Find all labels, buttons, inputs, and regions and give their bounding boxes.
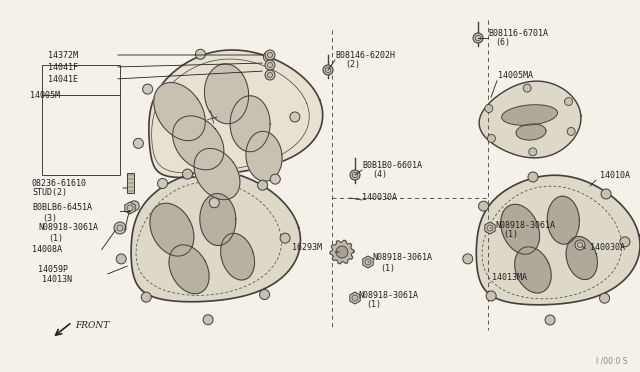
- Text: B0B1B0-6601A: B0B1B0-6601A: [362, 160, 422, 170]
- Circle shape: [257, 180, 268, 190]
- Circle shape: [620, 237, 630, 247]
- Polygon shape: [149, 50, 323, 177]
- Text: (1): (1): [503, 231, 518, 240]
- Text: 140030A: 140030A: [590, 244, 625, 253]
- Circle shape: [114, 222, 126, 234]
- Circle shape: [529, 148, 537, 156]
- Circle shape: [265, 50, 275, 60]
- Circle shape: [486, 291, 496, 301]
- Circle shape: [567, 128, 575, 135]
- Circle shape: [350, 170, 360, 180]
- Circle shape: [133, 138, 143, 148]
- Text: B0BLB6-6451A: B0BLB6-6451A: [32, 203, 92, 212]
- Circle shape: [203, 315, 213, 325]
- Text: I /00:0 S: I /00:0 S: [596, 356, 628, 365]
- Text: 14005MA: 14005MA: [498, 71, 533, 80]
- Circle shape: [564, 97, 573, 106]
- Polygon shape: [169, 245, 209, 294]
- Circle shape: [601, 189, 611, 199]
- Circle shape: [265, 70, 275, 80]
- Polygon shape: [200, 193, 236, 246]
- Polygon shape: [125, 202, 135, 214]
- Polygon shape: [502, 105, 557, 125]
- Polygon shape: [547, 196, 579, 244]
- Polygon shape: [479, 81, 581, 158]
- Text: (4): (4): [372, 170, 387, 180]
- Polygon shape: [194, 148, 240, 200]
- Polygon shape: [230, 96, 270, 152]
- Circle shape: [157, 179, 168, 189]
- Polygon shape: [350, 292, 360, 304]
- Circle shape: [323, 65, 333, 75]
- Text: (1): (1): [48, 234, 63, 243]
- Polygon shape: [173, 116, 224, 170]
- Polygon shape: [566, 237, 597, 279]
- Circle shape: [463, 254, 473, 264]
- Polygon shape: [205, 64, 248, 124]
- Circle shape: [195, 49, 205, 59]
- Bar: [127, 173, 134, 193]
- Text: 14005M: 14005M: [30, 90, 60, 99]
- Text: (1): (1): [380, 263, 395, 273]
- Circle shape: [182, 169, 193, 179]
- Polygon shape: [485, 222, 495, 234]
- Polygon shape: [476, 175, 640, 305]
- Text: B08116-6701A: B08116-6701A: [488, 29, 548, 38]
- Text: 14010A: 14010A: [600, 170, 630, 180]
- Circle shape: [545, 315, 555, 325]
- Text: 16293M: 16293M: [292, 244, 322, 253]
- Circle shape: [209, 198, 220, 208]
- Circle shape: [260, 289, 269, 299]
- Polygon shape: [154, 83, 205, 141]
- Text: 08236-61610: 08236-61610: [32, 179, 87, 187]
- Text: FRONT: FRONT: [75, 321, 109, 330]
- Polygon shape: [246, 131, 282, 181]
- Circle shape: [129, 201, 139, 211]
- Circle shape: [524, 84, 531, 92]
- Text: 14372M: 14372M: [48, 51, 78, 60]
- Text: (2): (2): [345, 61, 360, 70]
- Text: B08146-6202H: B08146-6202H: [335, 51, 395, 60]
- Circle shape: [290, 112, 300, 122]
- Circle shape: [528, 172, 538, 182]
- Polygon shape: [516, 124, 546, 140]
- Text: N08918-3061A: N08918-3061A: [38, 224, 98, 232]
- Polygon shape: [221, 233, 255, 280]
- Text: N08918-3061A: N08918-3061A: [358, 291, 418, 299]
- Circle shape: [264, 52, 273, 62]
- Text: 14013MA: 14013MA: [492, 273, 527, 282]
- Polygon shape: [150, 203, 194, 256]
- Text: 14041E: 14041E: [48, 74, 78, 83]
- Circle shape: [270, 174, 280, 184]
- Circle shape: [336, 246, 348, 258]
- Circle shape: [280, 233, 290, 243]
- Text: N08918-3061A: N08918-3061A: [372, 253, 432, 263]
- Text: 14041F: 14041F: [48, 62, 78, 71]
- Text: 140030A: 140030A: [362, 193, 397, 202]
- Circle shape: [600, 293, 609, 303]
- Circle shape: [141, 292, 151, 302]
- Text: STUD(2): STUD(2): [32, 189, 67, 198]
- Circle shape: [485, 105, 493, 113]
- Circle shape: [143, 84, 152, 94]
- Text: (1): (1): [366, 301, 381, 310]
- Text: N08918-3061A: N08918-3061A: [495, 221, 555, 230]
- Text: 14059P: 14059P: [38, 266, 68, 275]
- Circle shape: [473, 33, 483, 43]
- Circle shape: [116, 254, 126, 264]
- Text: 14013N: 14013N: [42, 276, 72, 285]
- Circle shape: [575, 240, 585, 250]
- Text: 14008A: 14008A: [32, 246, 62, 254]
- Polygon shape: [330, 240, 354, 264]
- Text: (3): (3): [42, 214, 57, 222]
- Polygon shape: [515, 247, 551, 293]
- Polygon shape: [363, 256, 373, 268]
- Circle shape: [488, 134, 495, 142]
- Polygon shape: [131, 171, 300, 302]
- Text: (6): (6): [495, 38, 510, 48]
- Circle shape: [479, 201, 488, 211]
- Polygon shape: [500, 204, 540, 254]
- Circle shape: [265, 60, 275, 70]
